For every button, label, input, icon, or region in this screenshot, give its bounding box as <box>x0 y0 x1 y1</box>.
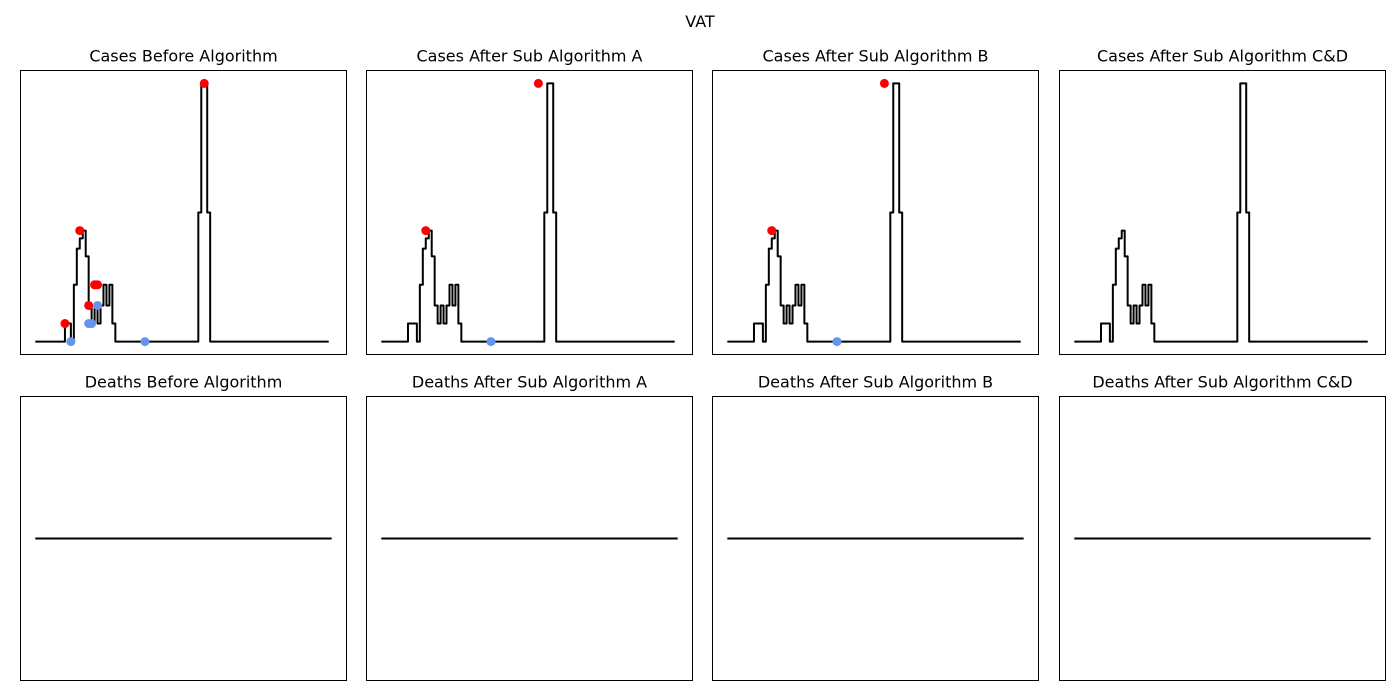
peak-marker <box>767 226 777 236</box>
axes-frame <box>20 70 347 355</box>
trough-marker <box>66 337 76 347</box>
trough-marker <box>93 300 103 310</box>
trough-marker <box>832 337 842 347</box>
trough-marker <box>87 319 97 329</box>
series-line <box>381 82 675 343</box>
peak-marker <box>879 78 889 88</box>
trough-marker <box>140 337 150 347</box>
subplot-title: Deaths Before Algorithm <box>85 373 283 392</box>
subplot-title: Cases After Sub Algorithm A <box>416 47 642 66</box>
subplot: Deaths Before Algorithm <box>20 373 347 681</box>
figure-title: VAT <box>685 12 715 31</box>
trough-marker <box>486 337 496 347</box>
subplot-title: Deaths After Sub Algorithm A <box>412 373 647 392</box>
subplot: Deaths After Sub Algorithm B <box>712 373 1039 681</box>
peak-marker <box>60 319 70 329</box>
subplot-title: Deaths After Sub Algorithm B <box>758 373 993 392</box>
peak-marker <box>75 226 85 236</box>
panel-grid: Cases Before Algorithm Cases After Sub Al… <box>20 47 1386 681</box>
subplot: Deaths After Sub Algorithm C&D <box>1059 373 1386 681</box>
axes-frame <box>366 70 693 355</box>
subplot-title: Cases Before Algorithm <box>89 47 277 66</box>
series-line <box>35 82 329 343</box>
subplot: Cases After Sub Algorithm C&D <box>1059 47 1386 355</box>
peak-marker <box>533 78 543 88</box>
peak-marker <box>199 78 209 88</box>
series-line <box>727 82 1021 343</box>
series-line <box>1074 82 1368 343</box>
subplot-title: Cases After Sub Algorithm C&D <box>1097 47 1348 66</box>
peak-marker <box>421 226 431 236</box>
subplot-title: Cases After Sub Algorithm B <box>762 47 988 66</box>
peak-marker <box>93 280 103 290</box>
subplot: Cases After Sub Algorithm A <box>366 47 693 355</box>
subplot: Cases Before Algorithm <box>20 47 347 355</box>
axes-frame <box>712 70 1039 355</box>
subplot: Deaths After Sub Algorithm A <box>366 373 693 681</box>
subplot: Cases After Sub Algorithm B <box>712 47 1039 355</box>
subplot-title: Deaths After Sub Algorithm C&D <box>1092 373 1352 392</box>
peak-marker <box>84 300 94 310</box>
axes-frame <box>1059 70 1386 355</box>
